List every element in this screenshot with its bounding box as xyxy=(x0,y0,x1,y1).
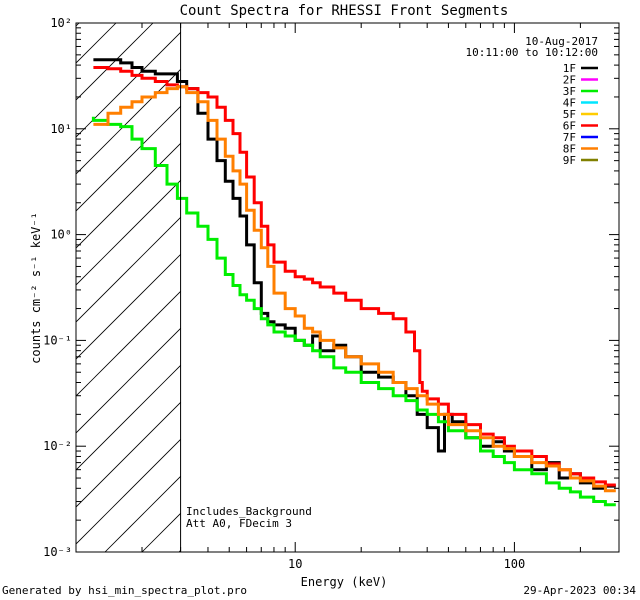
y-tick-label: 10⁻¹ xyxy=(43,333,72,347)
legend-time-range: 10:11:00 to 10:12:00 xyxy=(466,46,598,59)
hatch-line xyxy=(76,105,181,212)
hatch-line xyxy=(475,23,640,552)
y-tick-label: 10⁻² xyxy=(43,439,72,453)
y-tick-label: 10⁻³ xyxy=(43,545,72,559)
hatch-line xyxy=(76,31,181,138)
y-tick-label: 10¹ xyxy=(50,122,72,136)
x-axis-label: Energy (keV) xyxy=(301,575,388,589)
hatch-line xyxy=(76,327,181,434)
legend-label-7F: 7F xyxy=(563,131,576,144)
hatch-line xyxy=(76,216,181,323)
hatch-line xyxy=(76,68,181,175)
hatch-line xyxy=(76,23,117,64)
legend-label-4F: 4F xyxy=(563,97,576,110)
hatch-line xyxy=(401,23,640,552)
x-tick-label: 100 xyxy=(504,557,526,571)
hatch-line xyxy=(623,23,640,552)
legend-label-6F: 6F xyxy=(563,120,576,133)
y-tick-label: 10² xyxy=(50,16,72,30)
footer-generated-by: Generated by hsi_min_spectra_plot.pro xyxy=(2,584,247,597)
series-1F xyxy=(93,58,616,490)
series-3F xyxy=(91,116,616,507)
hatch-line xyxy=(76,179,181,286)
legend-label-1F: 1F xyxy=(563,62,576,75)
chart-title: Count Spectra for RHESSI Front Segments xyxy=(180,3,509,19)
y-tick-label: 10⁰ xyxy=(50,228,72,242)
plot-frame xyxy=(75,22,620,553)
legend-label-8F: 8F xyxy=(563,143,576,156)
legend-label-3F: 3F xyxy=(563,85,576,98)
x-tick-label: 10 xyxy=(288,557,302,571)
series-6F xyxy=(93,66,616,487)
legend-label-5F: 5F xyxy=(563,108,576,121)
hatch-line xyxy=(76,401,181,508)
annotation-attenuator: Att A0, FDecim 3 xyxy=(186,517,292,530)
series-layer xyxy=(91,58,616,507)
hatch-line xyxy=(0,23,5,552)
axis-ticks: 10 100 10² 10¹ 10⁰ 10⁻¹ 10⁻² 10⁻³ xyxy=(43,16,620,571)
hatch-line xyxy=(76,438,181,545)
hatch-line xyxy=(76,142,181,249)
annotation-background: Includes_Background xyxy=(186,505,312,518)
hatched-region xyxy=(0,23,640,552)
hatch-line xyxy=(76,290,181,397)
hatch-line xyxy=(364,23,640,552)
hatch-line xyxy=(76,364,181,471)
footer-timestamp: 29-Apr-2023 00:34 xyxy=(523,584,636,597)
legend-label-9F: 9F xyxy=(563,154,576,167)
legend-label-2F: 2F xyxy=(563,74,576,87)
hatch-line xyxy=(76,253,181,360)
series-8F xyxy=(93,85,616,493)
hatch-line xyxy=(104,475,181,552)
y-axis-label: counts cm⁻² s⁻¹ keV⁻¹ xyxy=(29,212,43,364)
legend-date: 10-Aug-2017 xyxy=(525,35,598,48)
